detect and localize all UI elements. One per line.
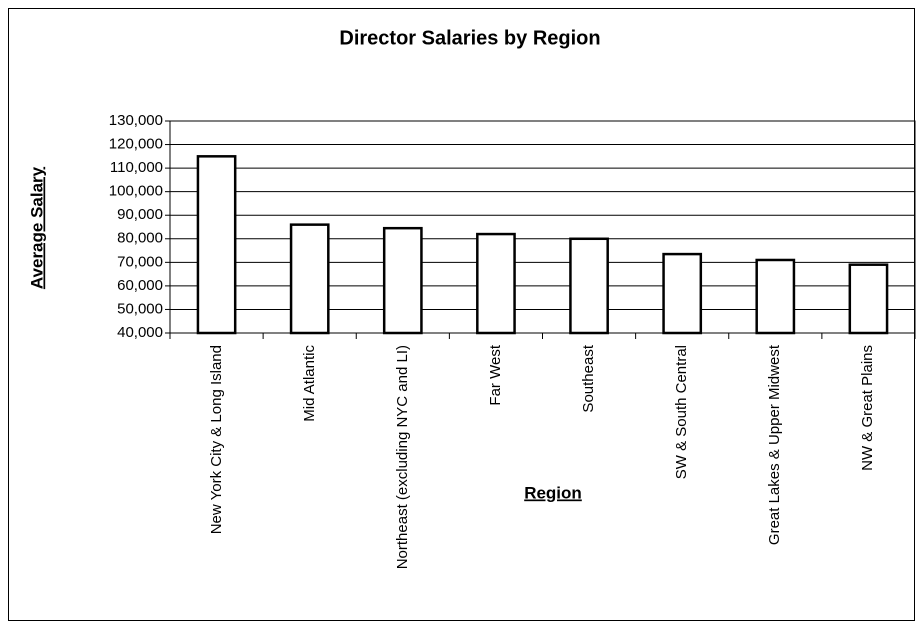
x-tick-label: Mid Atlantic bbox=[300, 345, 318, 422]
bar bbox=[382, 226, 423, 335]
bar bbox=[476, 232, 516, 335]
y-tick-label: 90,000 bbox=[117, 206, 163, 223]
x-tick-label: SW & South Central bbox=[673, 345, 691, 480]
bar bbox=[196, 155, 237, 335]
y-tick-label: 50,000 bbox=[117, 300, 163, 317]
y-tick-label: 60,000 bbox=[117, 277, 163, 294]
x-tick-label: NW & Great Plains bbox=[859, 345, 877, 471]
x-axis-label: Region bbox=[524, 483, 582, 502]
x-tick-label: Great Lakes & Upper Midwest bbox=[766, 345, 784, 546]
y-axis-label: Average Salary bbox=[27, 166, 46, 289]
y-tick-label: 110,000 bbox=[110, 159, 163, 176]
bar bbox=[289, 223, 330, 335]
y-tick-label: 70,000 bbox=[117, 253, 163, 270]
y-tick-label: 120,000 bbox=[109, 136, 163, 153]
y-tick-label: 100,000 bbox=[109, 183, 163, 200]
bar bbox=[848, 263, 889, 335]
bar bbox=[569, 237, 609, 335]
x-tick-label: Northeast (excluding NYC and LI) bbox=[393, 345, 411, 570]
x-tick-label: Far West bbox=[486, 345, 504, 406]
bar bbox=[662, 252, 703, 335]
x-tick-label: Southeast bbox=[580, 345, 598, 413]
x-tick-label: New York City & Long Island bbox=[207, 345, 225, 535]
chart-title: Director Salaries by Region bbox=[339, 27, 600, 49]
y-tick-label: 130,000 bbox=[109, 112, 163, 129]
y-tick-label: 80,000 bbox=[117, 230, 163, 247]
y-tick-label: 40,000 bbox=[117, 324, 163, 341]
bar bbox=[755, 258, 796, 335]
